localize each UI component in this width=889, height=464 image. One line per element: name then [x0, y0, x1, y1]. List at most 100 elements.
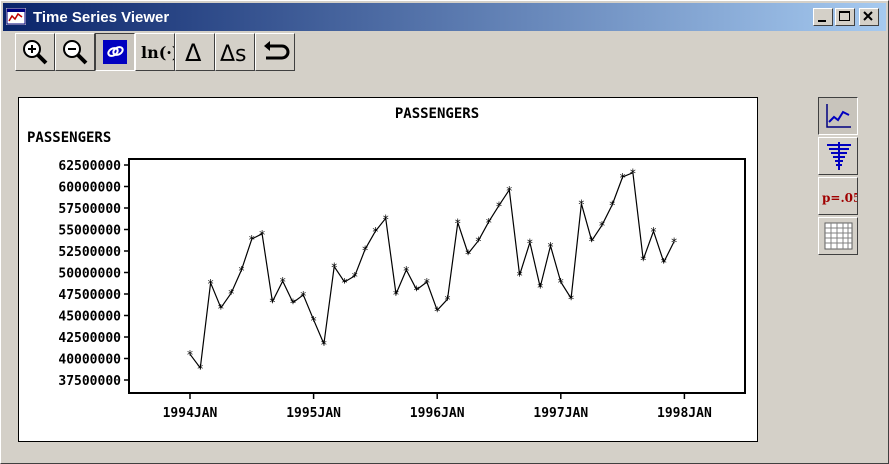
y-tick-label: 42500000 — [58, 331, 121, 346]
data-point-marker: * — [464, 248, 471, 262]
data-point-marker: * — [186, 348, 193, 362]
data-point-marker: * — [310, 314, 317, 328]
minimize-icon — [818, 20, 826, 22]
data-point-marker: * — [640, 254, 647, 268]
p-value-button[interactable]: p=.05 — [818, 177, 858, 215]
data-point-marker: * — [578, 198, 585, 212]
undo-icon — [264, 41, 290, 60]
zoom-out-icon — [63, 40, 88, 65]
data-point-marker: * — [629, 167, 636, 181]
y-tick-label: 57500000 — [58, 202, 121, 217]
y-tick-label: 60000000 — [58, 181, 121, 196]
line-plot-icon — [826, 104, 851, 128]
data-point-marker: * — [506, 184, 513, 198]
data-point-marker: * — [609, 199, 616, 213]
title-bar[interactable]: Time Series Viewer — [3, 3, 886, 31]
p-value-label: p=.05 — [822, 191, 857, 205]
close-button[interactable] — [859, 8, 879, 26]
seasonal-difference-icon: Δs — [220, 42, 247, 67]
y-tick-label: 62500000 — [58, 159, 121, 174]
data-point-marker: * — [392, 288, 399, 302]
data-point-marker: * — [207, 277, 214, 291]
x-tick-label: 1998JAN — [657, 406, 712, 421]
x-tick-label: 1997JAN — [533, 406, 588, 421]
data-point-marker: * — [238, 264, 245, 278]
line-plot-button[interactable] — [818, 97, 858, 135]
y-tick-label: 40000000 — [58, 353, 121, 368]
data-point-marker: * — [248, 233, 255, 247]
window-title: Time Series Viewer — [33, 9, 170, 26]
data-point-marker: * — [403, 264, 410, 278]
close-icon — [863, 11, 873, 21]
data-point-marker: * — [537, 281, 544, 295]
maximize-icon — [839, 11, 850, 21]
data-point-marker: * — [660, 256, 667, 270]
link-icon — [103, 40, 127, 64]
y-tick-label: 52500000 — [58, 245, 121, 260]
data-point-marker: * — [588, 235, 595, 249]
time-series-chart: PASSENGERS PASSENGERS 37500000 40000000 4250… — [27, 106, 746, 421]
y-tick-label: 50000000 — [58, 267, 121, 282]
data-point-marker: * — [650, 225, 657, 239]
log-transform-button[interactable]: ln(·) — [135, 33, 175, 71]
table-button[interactable] — [818, 217, 858, 255]
log-transform-label: ln(·) — [141, 43, 174, 62]
data-point-marker: * — [423, 276, 430, 290]
data-point-marker: * — [619, 171, 626, 185]
data-point-marker: * — [341, 276, 348, 290]
data-point-marker: * — [320, 338, 327, 352]
data-point-marker: * — [351, 270, 358, 284]
zoom-out-button[interactable] — [55, 33, 95, 71]
chart-title: PASSENGERS — [395, 106, 479, 122]
data-point-marker: * — [269, 296, 276, 310]
data-point-marker: * — [382, 212, 389, 226]
data-point-marker: * — [372, 225, 379, 239]
data-point-marker: * — [516, 269, 523, 283]
plot-area: PASSENGERS PASSENGERS 37500000 40000000 4250… — [18, 97, 758, 442]
data-point-marker: * — [197, 362, 204, 376]
y-tick-label: 55000000 — [58, 224, 121, 239]
maximize-button[interactable] — [835, 8, 855, 26]
passengers-series-line — [189, 171, 675, 370]
data-point-marker: * — [228, 287, 235, 301]
data-point-marker: * — [434, 304, 441, 318]
data-point-marker: * — [361, 243, 368, 257]
data-point-marker: * — [289, 297, 296, 311]
data-point-marker: * — [670, 236, 677, 250]
autocorrelation-button[interactable] — [818, 137, 858, 175]
undo-button[interactable] — [255, 33, 295, 71]
y-tick-label: 47500000 — [58, 288, 121, 303]
zoom-in-icon — [23, 40, 48, 65]
y-tick-label: 45000000 — [58, 310, 121, 325]
data-point-marker: * — [413, 284, 420, 298]
difference-icon: Δ — [185, 39, 202, 67]
seasonal-difference-button[interactable]: Δs — [215, 33, 255, 71]
autocorrelation-icon — [827, 142, 851, 170]
app-icon — [6, 8, 26, 25]
difference-button[interactable]: Δ — [175, 33, 215, 71]
x-tick-label: 1995JAN — [286, 406, 341, 421]
data-point-marker: * — [557, 276, 564, 290]
data-point-marker: * — [217, 302, 224, 316]
minimize-button[interactable] — [813, 8, 833, 26]
data-point-marker: * — [526, 236, 533, 250]
data-point-marker: * — [331, 260, 338, 274]
data-point-marker: * — [547, 240, 554, 254]
data-point-marker: * — [495, 199, 502, 213]
x-tick-label: 1996JAN — [410, 406, 465, 421]
x-tick-label: 1994JAN — [163, 406, 218, 421]
zoom-in-button[interactable] — [15, 33, 55, 71]
data-point-marker: * — [567, 292, 574, 306]
table-icon — [824, 222, 853, 250]
data-point-marker: * — [444, 293, 451, 307]
y-tick-label: 37500000 — [58, 374, 121, 389]
link-button[interactable] — [95, 33, 135, 71]
data-point-marker: * — [475, 235, 482, 249]
data-point-marker: * — [485, 216, 492, 230]
data-point-marker: * — [454, 217, 461, 231]
data-point-marker: * — [300, 289, 307, 303]
plot-box — [128, 158, 746, 394]
y-axis-label: PASSENGERS — [27, 130, 111, 146]
data-point-marker: * — [279, 275, 286, 289]
